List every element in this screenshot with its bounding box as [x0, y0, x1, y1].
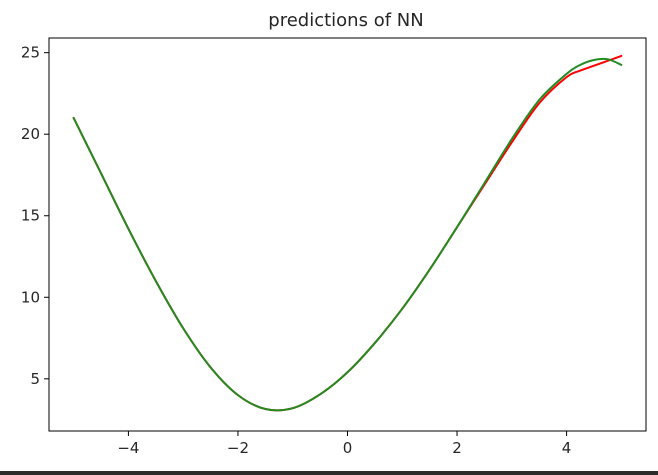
bottom-divider	[0, 471, 658, 475]
series-layer	[72, 54, 623, 412]
green-prediction-line	[72, 57, 623, 412]
y-tick-label: 10	[21, 288, 40, 306]
y-tick-label: 20	[21, 125, 40, 143]
x-tick-label: −2	[227, 439, 249, 457]
chart-title: predictions of NN	[268, 10, 423, 31]
y-tick-label: 25	[21, 44, 40, 62]
x-tick-label: 2	[452, 439, 462, 457]
y-tick-label: 15	[21, 207, 40, 225]
x-tick-label: 0	[343, 439, 353, 457]
red-prediction-line	[72, 54, 623, 412]
y-axis: 5 10 15 20 25	[21, 44, 49, 388]
x-tick-label: 4	[562, 439, 572, 457]
y-tick-label: 5	[30, 370, 40, 388]
x-axis: −4 −2 0 2 4	[117, 431, 571, 457]
x-tick-label: −4	[117, 439, 139, 457]
